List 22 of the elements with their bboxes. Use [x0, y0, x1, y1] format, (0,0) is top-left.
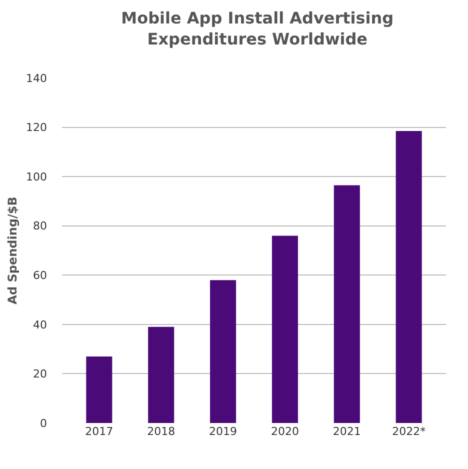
x-tick-label: 2022* [392, 425, 426, 438]
x-tick-label: 2017 [85, 425, 114, 438]
bar [396, 130, 422, 423]
bar [272, 236, 298, 423]
x-tick-label: 2021 [332, 425, 361, 438]
y-tick-label: 120 [26, 121, 47, 134]
y-axis-title: Ad Spending/$B [5, 196, 20, 304]
y-tick-label: 60 [33, 268, 47, 282]
chart-title: Mobile App Install Advertising Expenditures Worldwide [121, 8, 394, 48]
bar [334, 185, 360, 423]
bar [86, 356, 112, 423]
y-tick-label: 100 [26, 170, 47, 184]
x-tick-label: 2020 [270, 425, 299, 438]
y-tick-label: 0 [40, 416, 47, 430]
bar [148, 326, 174, 423]
x-tick-label: 2018 [147, 425, 176, 438]
x-tick-label: 2019 [209, 425, 238, 438]
bar [210, 280, 236, 423]
y-tick-label: 80 [33, 220, 47, 233]
y-tick-label: 20 [33, 368, 47, 381]
y-tick-label: 40 [33, 318, 47, 332]
y-tick-label: 140 [26, 72, 47, 85]
